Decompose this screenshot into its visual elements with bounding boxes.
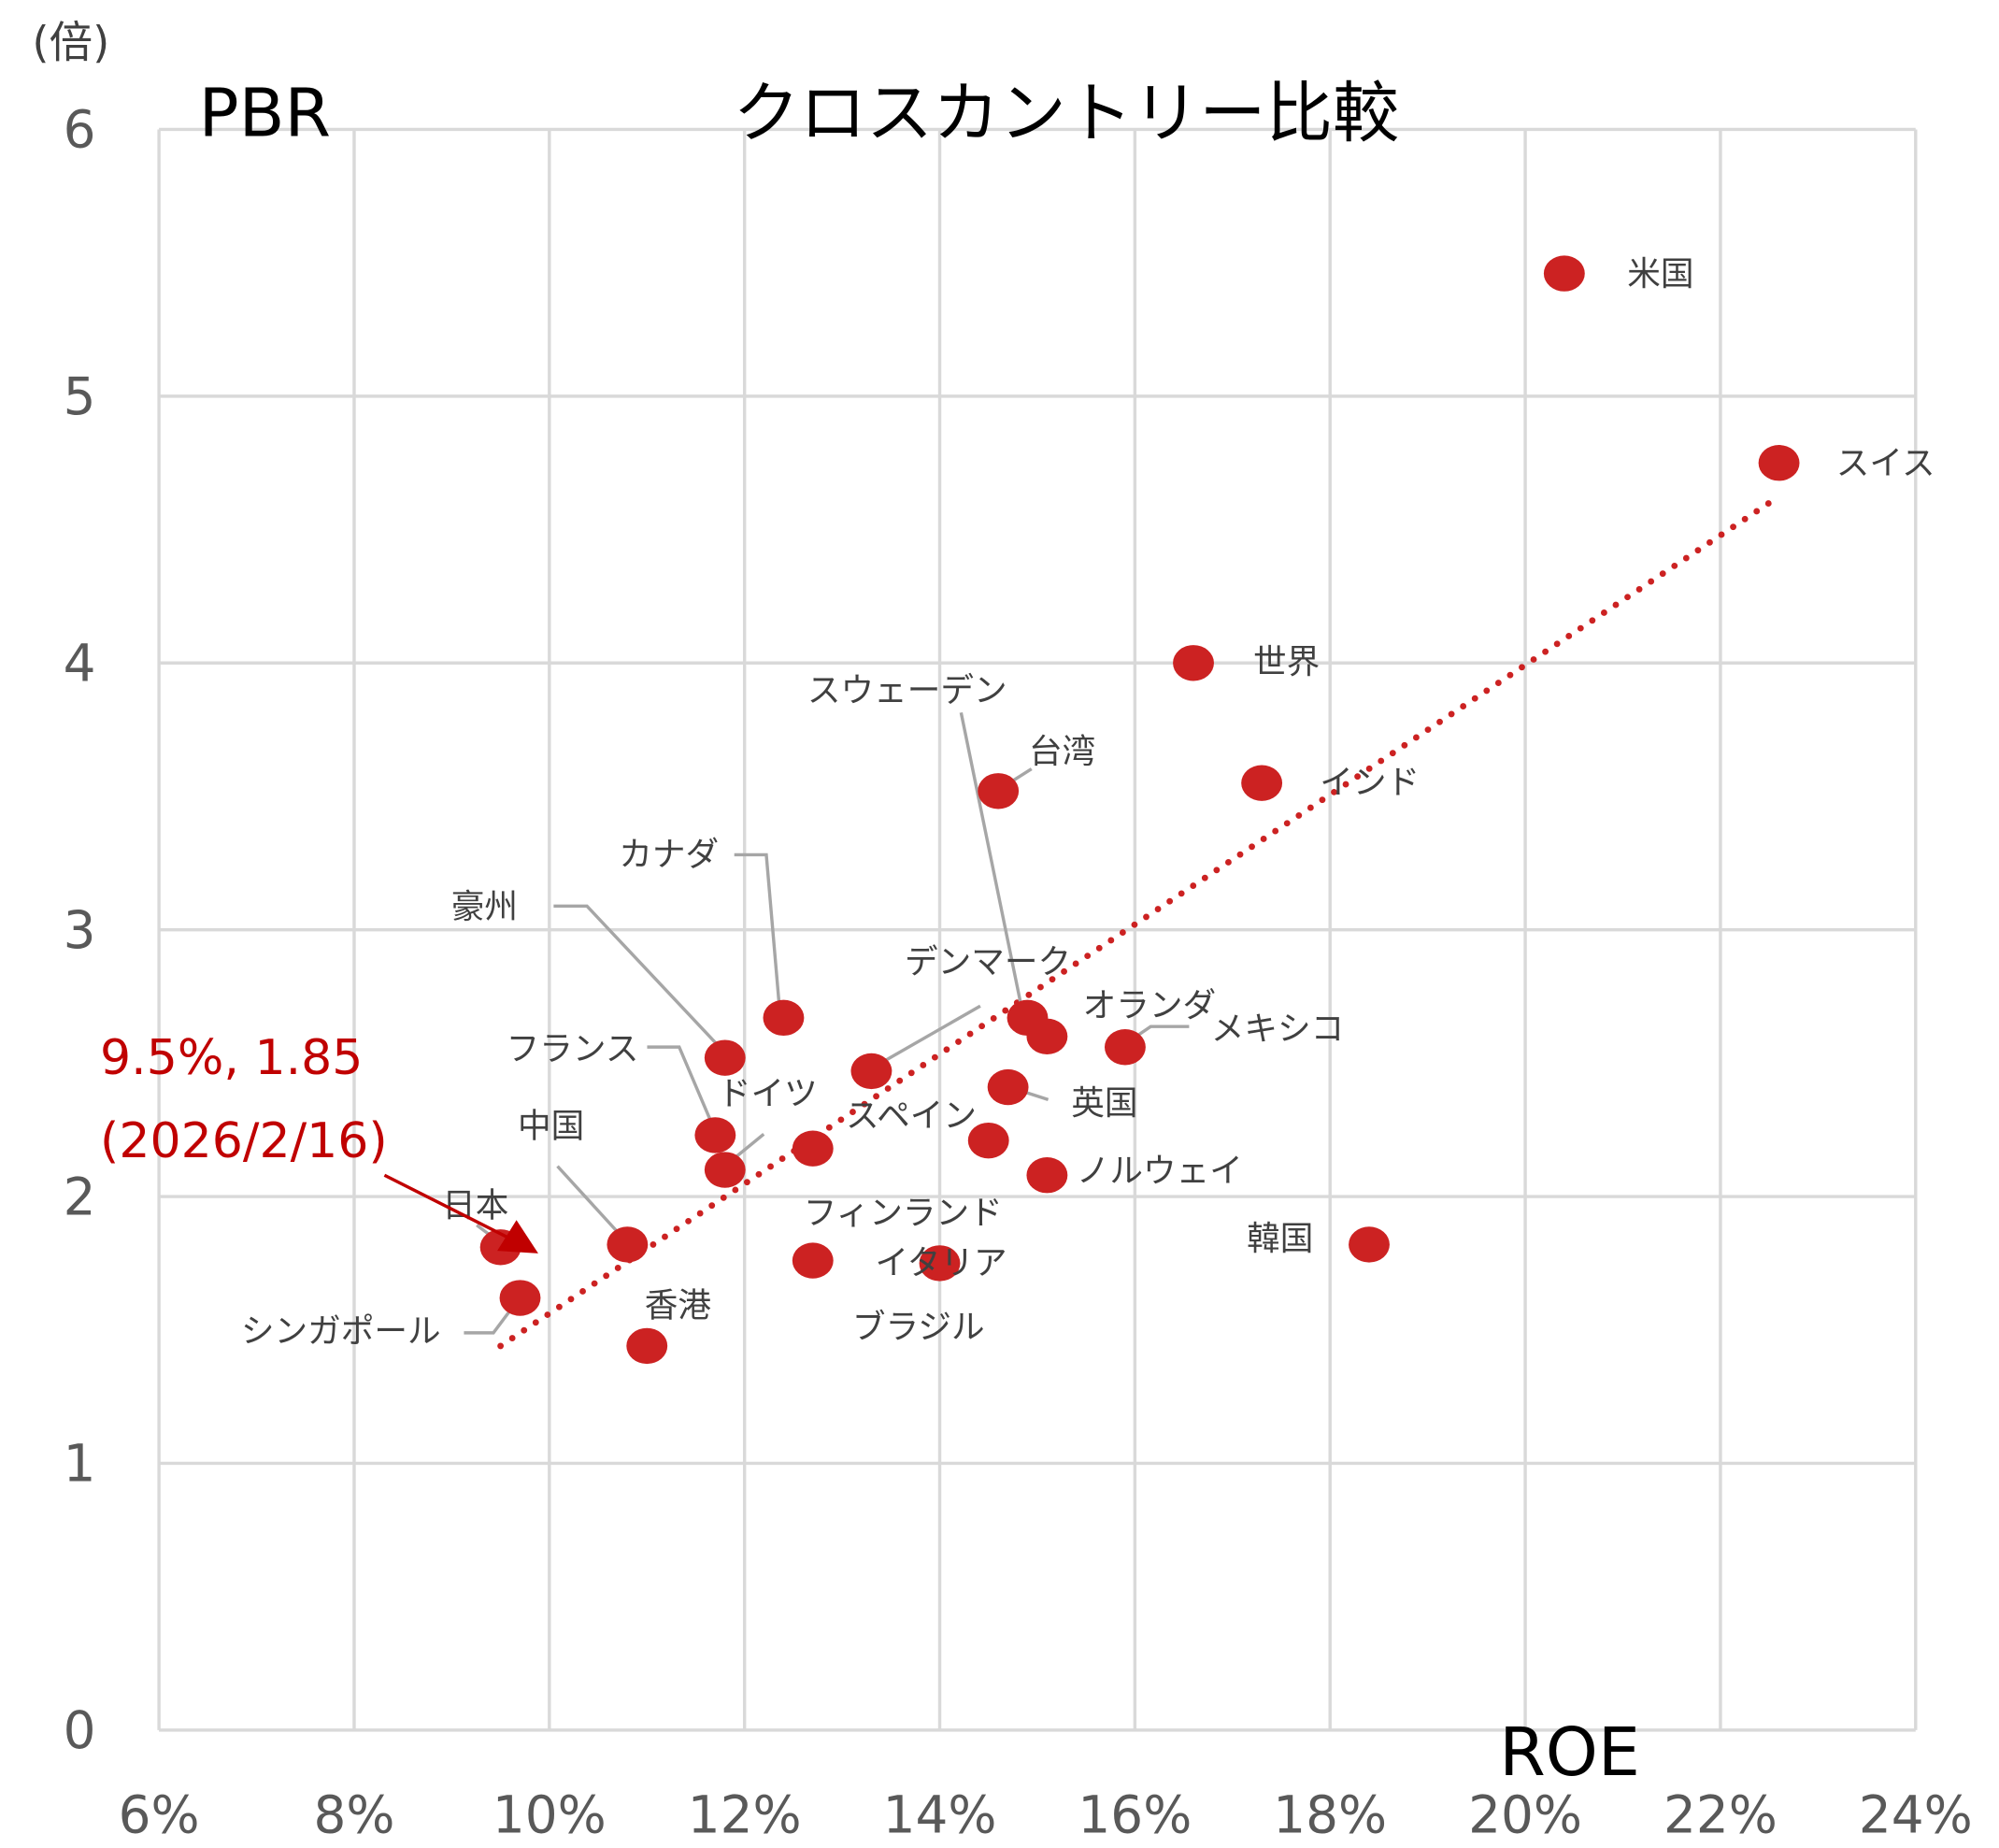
data-point (704, 1152, 746, 1188)
data-point (1349, 1226, 1390, 1263)
grid (157, 127, 1918, 1732)
trendline (497, 499, 1773, 1350)
y-tick-label: 2 (64, 1167, 96, 1226)
x-tick-label: 20% (1468, 1785, 1582, 1845)
y-tick-label: 4 (64, 633, 96, 693)
annotation-date: (2026/2/16) (100, 1113, 388, 1169)
data-point (792, 1242, 834, 1279)
data-label: シンガポール (241, 1312, 441, 1351)
data-point (1241, 765, 1283, 801)
data-label: 米国 (1627, 255, 1693, 294)
data-label: スイス (1836, 445, 1935, 483)
y-tick-label: 6 (64, 100, 96, 160)
data-label: ブラジル (852, 1309, 985, 1347)
axis-ticks: 6% 8% 10% 12% 14% 16% 18% 20% 22% 24% 0 1 2 3 4 5 6 (64, 100, 1973, 1845)
data-point (1104, 1029, 1146, 1066)
data-label: デンマーク (905, 943, 1071, 981)
x-tick-label: 6% (119, 1785, 200, 1845)
annotation-arrow (383, 1173, 538, 1253)
data-point (792, 1130, 834, 1167)
data-label: 韓国 (1247, 1220, 1313, 1258)
data-point (694, 1117, 736, 1153)
data-label: 英国 (1071, 1084, 1137, 1123)
data-label: スペイン (846, 1097, 977, 1136)
data-point (763, 999, 805, 1037)
y-tick-label: 0 (64, 1700, 96, 1760)
data-label: 中国 (518, 1107, 584, 1145)
data-points (479, 255, 1800, 1365)
y-tick-label: 5 (64, 366, 96, 426)
data-label: フィンランド (804, 1195, 1003, 1233)
data-point (967, 1122, 1009, 1159)
chart-title: クロスカントリー比較 (733, 74, 1399, 151)
x-tick-label: 16% (1078, 1785, 1192, 1845)
leader-line (734, 852, 782, 1020)
y-tick-label: 3 (64, 900, 96, 960)
x-tick-label: 10% (493, 1785, 607, 1845)
data-point (607, 1226, 649, 1263)
leader-line (553, 904, 731, 1059)
y-tick-label: 1 (64, 1434, 96, 1494)
x-tick-label: 14% (883, 1785, 997, 1845)
data-label: ノルウェイ (1077, 1152, 1243, 1190)
data-point (704, 1039, 746, 1076)
leader-line (556, 1165, 627, 1242)
data-label: 香港 (645, 1286, 711, 1325)
leader-line (647, 1045, 719, 1136)
data-point (1543, 255, 1585, 292)
x-tick-label: 12% (688, 1785, 802, 1845)
x-tick-label: 22% (1663, 1785, 1778, 1845)
data-point (1173, 645, 1214, 681)
annotation-value: 9.5%, 1.85 (100, 1030, 363, 1086)
data-point (1026, 1018, 1068, 1055)
data-label: スウェーデン (807, 671, 1007, 709)
x-tick-label: 18% (1273, 1785, 1387, 1845)
data-point (499, 1280, 541, 1316)
data-label: 世界 (1253, 643, 1320, 681)
data-label: 台湾 (1029, 733, 1095, 771)
x-tick-label: 24% (1859, 1785, 1973, 1845)
x-axis-label: ROE (1499, 1713, 1640, 1791)
data-label: イタリア (876, 1244, 1007, 1282)
leader-lines (464, 711, 1190, 1335)
data-point (1026, 1157, 1068, 1194)
data-point (919, 1245, 961, 1282)
leader-line (959, 711, 1026, 1020)
x-tick-label: 8% (313, 1785, 394, 1845)
data-label: カナダ (619, 836, 719, 874)
data-label: フランス (507, 1030, 639, 1068)
data-label: オランダ (1083, 987, 1217, 1025)
data-point (987, 1068, 1029, 1106)
data-point (1758, 445, 1800, 481)
data-label: メキシコ (1211, 1010, 1345, 1048)
data-point (978, 773, 1020, 809)
data-label: インド (1320, 764, 1420, 802)
data-label: 日本 (442, 1186, 508, 1225)
trendline-path (497, 499, 1773, 1350)
data-label: 豪州 (451, 888, 518, 926)
y-axis-label: PBR (199, 74, 331, 151)
data-point (626, 1327, 668, 1365)
data-label: ドイツ (718, 1075, 818, 1113)
data-point (850, 1053, 892, 1090)
y-unit: (倍) (32, 18, 109, 68)
